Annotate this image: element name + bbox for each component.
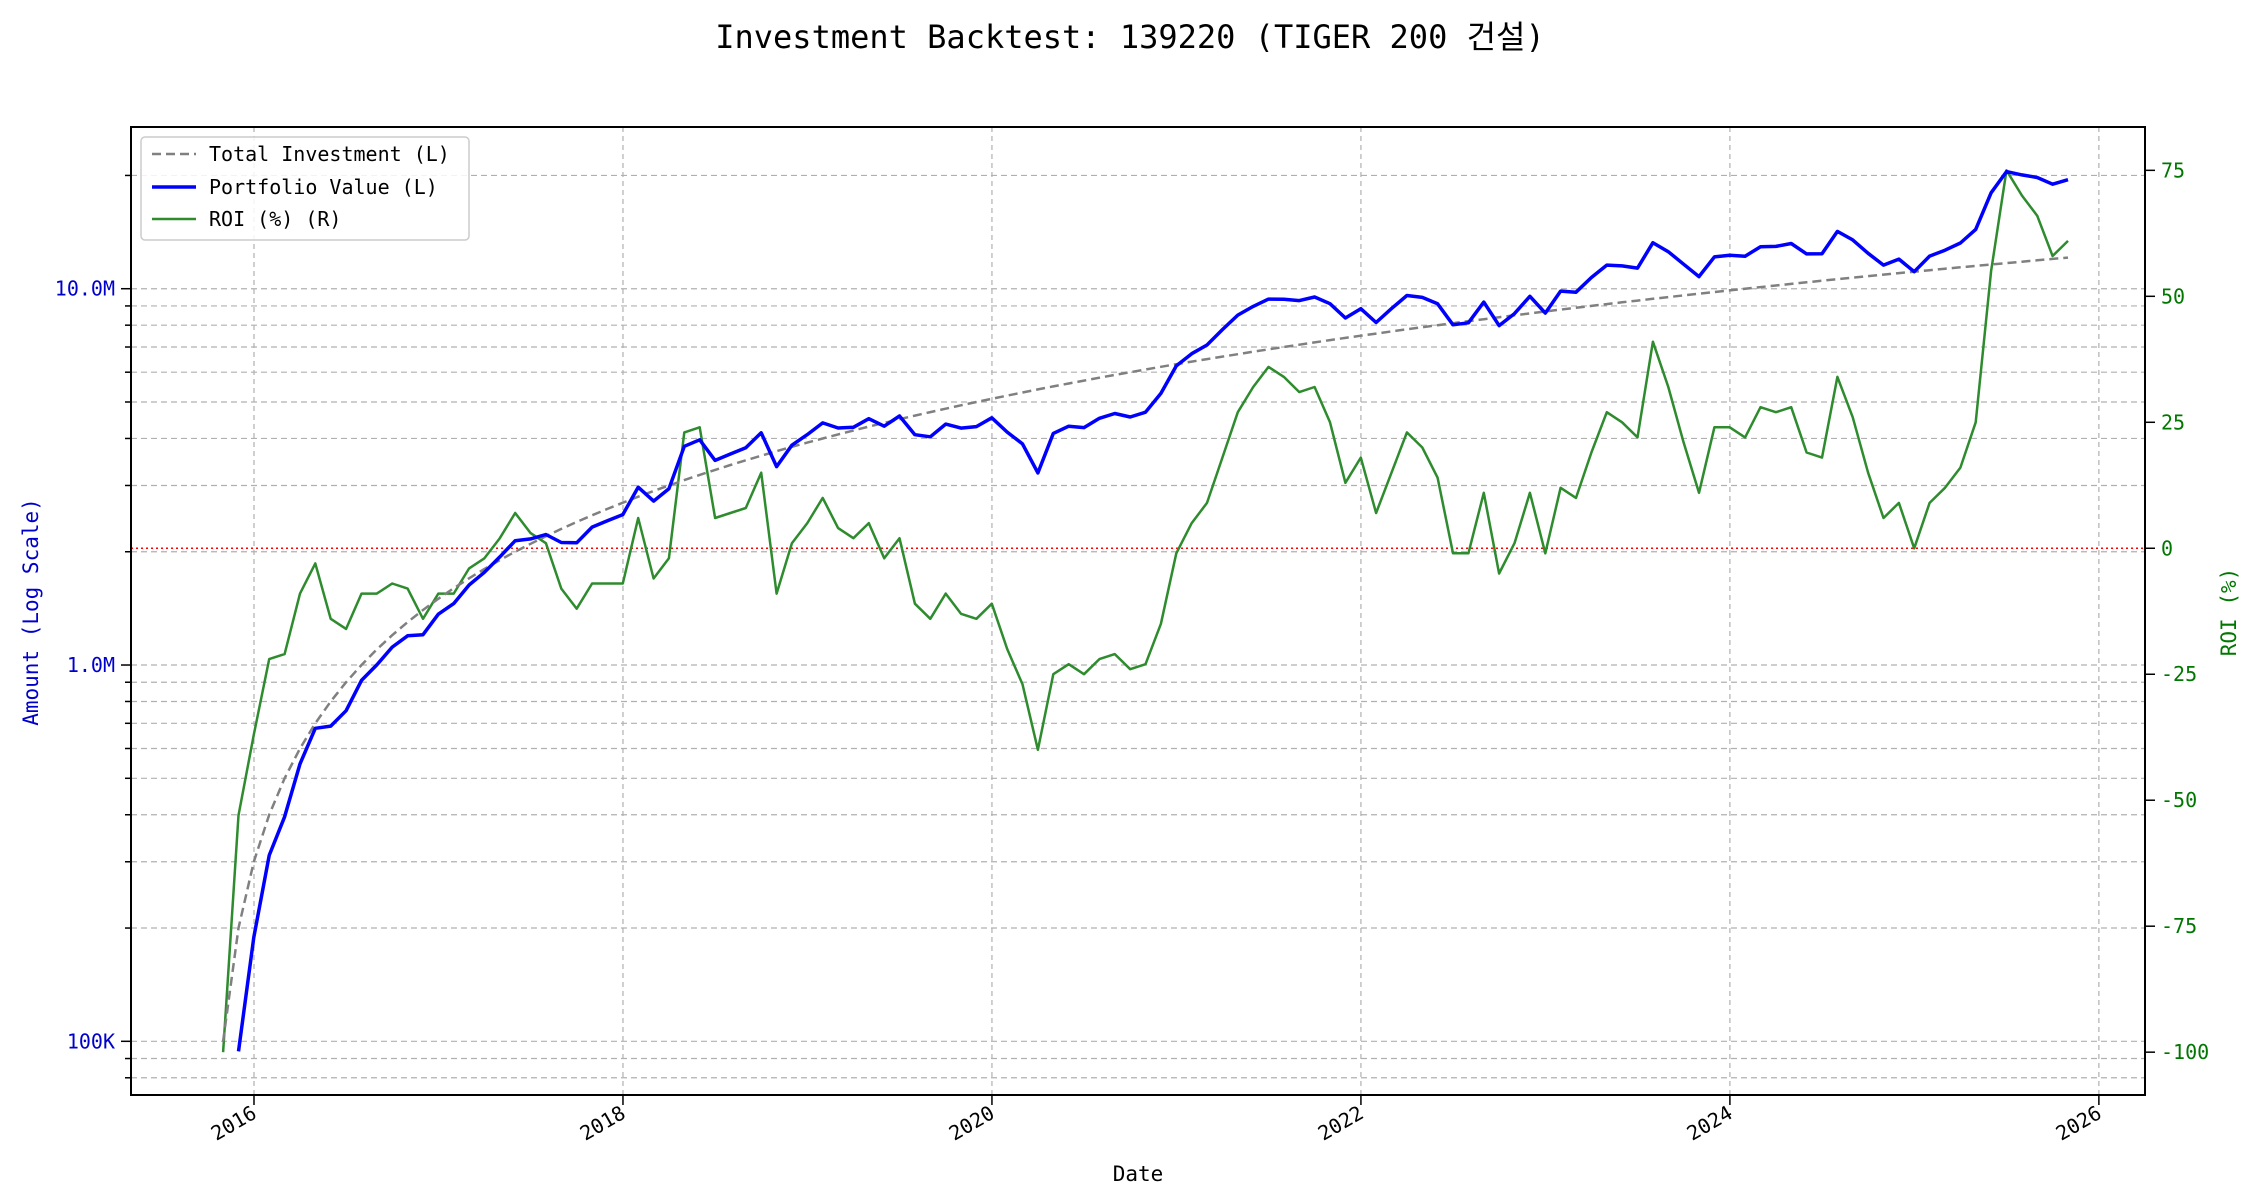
legend-label-roi: ROI (%) (R) [209,207,341,231]
right-tick-label: -25 [2161,662,2197,686]
legend-label-investment: Total Investment (L) [209,142,450,166]
x-tick-label: 2020 [945,1101,999,1146]
right-tick-label: -75 [2161,914,2197,938]
x-tick-label: 2026 [2052,1101,2106,1146]
x-axis-label: Date [1113,1162,1164,1186]
plot-frame [130,126,2146,1096]
right-tick-label: -100 [2161,1040,2209,1064]
grid [131,127,2145,1095]
right-axis-label: ROI (%) [2217,568,2241,657]
x-tick-label: 2024 [1683,1101,1737,1146]
x-tick-label: 2022 [1314,1101,1368,1146]
portfolio-value-line [236,169,2069,1052]
left-axis-label: Amount (Log Scale) [19,498,43,726]
left-tick-label: 100K [67,1029,115,1053]
right-tick-label: 25 [2161,410,2185,434]
right-tick-label: 0 [2161,536,2173,560]
x-tick-label: 2018 [576,1101,630,1146]
right-tick-label: -50 [2161,788,2197,812]
plot-marks [131,169,2145,1053]
legend-label-portfolio: Portfolio Value (L) [209,175,438,199]
right-tick-label: 50 [2161,284,2185,308]
legend: Total Investment (L) Portfolio Value (L)… [140,136,470,241]
left-tick-label: 10.0M [55,277,115,301]
right-tick-label: 75 [2161,158,2185,182]
left-tick-label: 1.0M [67,653,115,677]
investment-line [221,256,2069,1042]
legend-box [140,136,470,241]
chart-title: Investment Backtest: 139220 (TIGER 200 건… [715,18,1545,56]
x-tick-label: 2016 [207,1101,261,1146]
roi-line [221,169,2069,1053]
